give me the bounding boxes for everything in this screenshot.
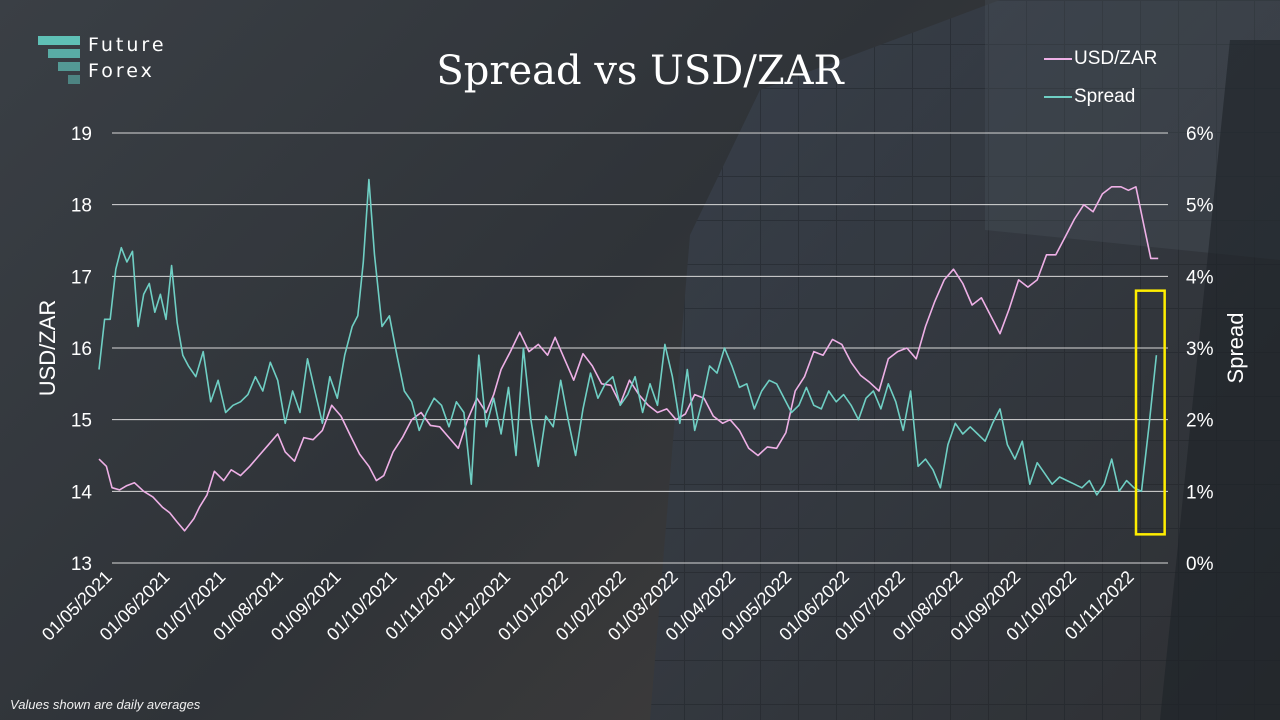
- y2-tick-label: 1%: [1186, 482, 1214, 503]
- y2-tick-label: 6%: [1186, 124, 1214, 145]
- y2-tick-label: 5%: [1186, 196, 1214, 217]
- y2-axis-title: Spread: [1223, 313, 1248, 384]
- logo-line-2: Forex: [88, 60, 155, 82]
- y-tick-label: 18: [71, 196, 92, 217]
- legend-item-spread: Spread: [1044, 78, 1157, 116]
- y-tick-label: 15: [71, 411, 92, 432]
- y-axis-title: USD/ZAR: [35, 300, 60, 397]
- legend-swatch-usdzar: [1044, 58, 1072, 60]
- y-tick-label: 19: [71, 124, 92, 145]
- y-tick-label: 14: [71, 482, 93, 503]
- y2-tick-label: 0%: [1186, 554, 1214, 575]
- y-tick-label: 16: [71, 339, 92, 360]
- chart-legend: USD/ZAR Spread: [1044, 40, 1157, 116]
- legend-swatch-spread: [1044, 96, 1072, 98]
- highlight-box: [1134, 289, 1166, 536]
- y-tick-label: 13: [71, 554, 92, 575]
- footnote: Values shown are daily averages: [10, 697, 201, 712]
- logo-line-1: Future: [88, 34, 167, 56]
- usdzar-series-line: [98, 186, 1159, 532]
- legend-label-spread: Spread: [1074, 86, 1136, 107]
- legend-label-usdzar: USD/ZAR: [1074, 48, 1158, 69]
- spread-series-line: [98, 178, 1158, 496]
- chart-title: Spread vs USD/ZAR: [436, 48, 844, 94]
- future-forex-logo: Future Forex: [38, 34, 188, 86]
- legend-item-usdzar: USD/ZAR: [1044, 40, 1157, 78]
- y-tick-label: 17: [71, 267, 92, 288]
- y2-tick-label: 4%: [1186, 267, 1214, 288]
- y2-tick-label: 2%: [1186, 411, 1214, 432]
- y2-tick-label: 3%: [1186, 339, 1214, 360]
